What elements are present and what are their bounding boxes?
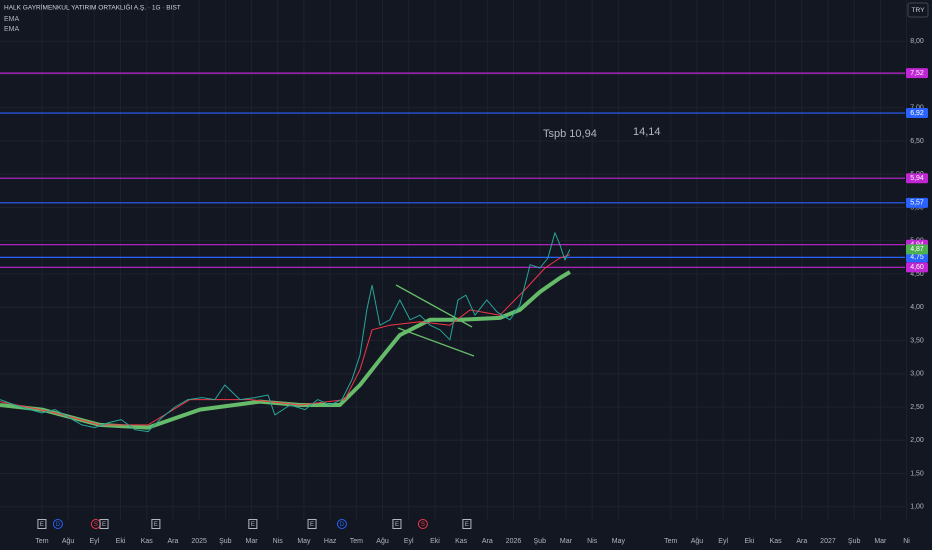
plot: [0, 232, 571, 433]
trend-line: [397, 327, 475, 357]
price-label: 4,75: [910, 254, 924, 261]
x-tick-label: Haz: [324, 538, 337, 545]
price-label-box: [906, 252, 928, 263]
y-tick-label: 4,50: [910, 271, 924, 278]
x-tick-label: Kas: [770, 538, 783, 545]
x-tick-label: Tem: [664, 538, 677, 545]
event-marker: [37, 519, 47, 529]
data-line: [0, 270, 571, 430]
x-tick-label: Nis: [587, 538, 598, 545]
x-tick-label: Eyl: [718, 538, 728, 545]
legend-item: EMA: [4, 16, 20, 23]
event-marker: [417, 519, 428, 529]
y-tick-label: 6,50: [910, 138, 924, 145]
x-tick-label: Tem: [350, 538, 363, 545]
y-tick-label: 3,00: [910, 371, 924, 378]
price-label-box: [906, 68, 928, 79]
price-label: 4,87: [910, 246, 924, 253]
x-tick-label: Tem: [35, 538, 48, 545]
x-tick-label: 2027: [820, 538, 836, 545]
annotation: 14,14: [633, 126, 661, 138]
x-tick-label: Kas: [141, 538, 154, 545]
price-label-box: [906, 108, 928, 119]
x-tick-label: Eki: [116, 538, 126, 545]
legend-item: EMA: [4, 26, 20, 33]
y-tick-label: 2,00: [910, 437, 924, 444]
price-label: 5,57: [910, 200, 924, 207]
event-label: D: [56, 522, 61, 528]
annotation: Tspb 10,94: [543, 128, 597, 140]
price-label-box: [906, 173, 928, 184]
event-label: E: [251, 522, 255, 528]
x-tick-label: Ağu: [376, 538, 389, 545]
y-tick-label: 2,50: [910, 404, 924, 411]
grid: [0, 0, 908, 520]
data-line: [0, 232, 571, 433]
x-tick-label: Ara: [796, 538, 807, 545]
event-label: E: [395, 522, 399, 528]
x-tick-label: Nis: [273, 538, 284, 545]
x-tick-label: May: [297, 538, 311, 545]
event-label: E: [310, 522, 314, 528]
price-label-box: [906, 197, 928, 208]
x-tick-label: May: [612, 538, 626, 545]
x-tick-label: Ara: [167, 538, 178, 545]
event-marker: [151, 519, 161, 529]
data-line: [0, 254, 571, 426]
x-tick-label: Ara: [482, 538, 493, 545]
x-tick-label: Ni: [903, 538, 910, 545]
price-label-box: [906, 244, 928, 255]
y-tick-label: 1,00: [910, 504, 924, 511]
x-tick-label: Eki: [430, 538, 440, 545]
price-label: 5,94: [910, 175, 924, 182]
x-tick-label: 2026: [506, 538, 522, 545]
x-tick-label: Eyl: [89, 538, 99, 545]
chart-title: HALK GAYRİMENKUL YATIRIM ORTAKLIĞI A.Ş. …: [4, 3, 181, 12]
currency-label[interactable]: TRY: [912, 7, 926, 14]
event-marker: [52, 519, 63, 529]
price-label: 7,52: [910, 70, 924, 77]
event-label: S: [94, 522, 98, 528]
y-tick-label: 1,50: [910, 470, 924, 477]
x-tick-label: Şub: [848, 538, 861, 545]
x-tick-label: Mar: [560, 538, 573, 545]
event-marker: [392, 519, 402, 529]
x-tick-label: Eyl: [404, 538, 414, 545]
event-label: E: [465, 522, 469, 528]
event-label: E: [154, 522, 158, 528]
y-tick-label: 3,50: [910, 337, 924, 344]
y-tick-label: 4,00: [910, 304, 924, 311]
event-label: E: [102, 522, 106, 528]
price-label: 4,60: [910, 264, 924, 271]
x-tick-label: Eki: [744, 538, 754, 545]
event-marker: [462, 519, 472, 529]
x-tick-label: Şub: [534, 538, 547, 545]
event-marker: [99, 519, 109, 529]
levels: [0, 72, 905, 268]
y-tick-label: 8,00: [910, 38, 924, 45]
price-label: 6,92: [910, 110, 924, 117]
x-tick-label: 2025: [191, 538, 207, 545]
x-tick-label: Ağu: [691, 538, 704, 545]
event-label: E: [40, 522, 44, 528]
x-tick-label: Şub: [219, 538, 232, 545]
currency-button[interactable]: [907, 2, 929, 18]
event-label: D: [340, 522, 345, 528]
event-marker: [307, 519, 317, 529]
x-tick-label: Mar: [874, 538, 887, 545]
event-label: S: [421, 522, 425, 528]
trend-line: [395, 284, 473, 328]
event-marker: [336, 519, 347, 529]
x-tick-label: Kas: [455, 538, 468, 545]
x-tick-label: Ağu: [62, 538, 75, 545]
price-label-box: [906, 262, 928, 273]
event-marker: [248, 519, 258, 529]
x-tick-label: Mar: [246, 538, 259, 545]
axes: 1,001,502,002,503,003,504,004,505,005,50…: [35, 38, 928, 545]
